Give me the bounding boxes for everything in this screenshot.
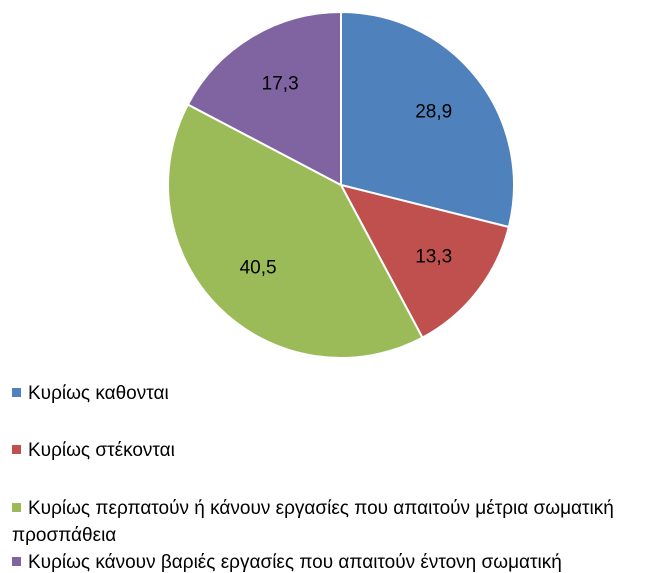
data-label: 28,9: [415, 102, 452, 123]
data-label: 40,5: [240, 257, 277, 278]
legend-label: Κυρίως στέκονται: [28, 440, 175, 461]
legend-swatch: [12, 503, 21, 512]
data-label: 13,3: [415, 246, 452, 267]
pie-slice: [186, 10, 342, 187]
legend-swatch: [12, 445, 21, 454]
legend-entry: Κυρίως στέκονται: [12, 437, 632, 464]
legend-label: Κυρίως καθονται: [28, 383, 169, 404]
pie-slice: [339, 183, 511, 339]
pie-slice: [340, 10, 515, 229]
chart: 28,9 13,3 40,5 17,3: [167, 10, 515, 359]
legend-label: Κυρίως κάνουν βαριές εργασίες που απαιτο…: [28, 552, 562, 573]
pie-slice: [167, 103, 424, 359]
legend-entry: Κυρίως καθονται: [12, 380, 632, 407]
data-label: 17,3: [262, 73, 299, 94]
legend-swatch: [12, 557, 21, 566]
legend-entry: Κυρίως περπατούν ή κάνουν εργασίες που α…: [12, 495, 632, 549]
legend-entry: Κυρίως κάνουν βαριές εργασίες που απαιτο…: [12, 549, 632, 573]
legend-label: Κυρίως περπατούν ή κάνουν εργασίες που α…: [12, 498, 614, 546]
legend-swatch: [12, 388, 21, 397]
